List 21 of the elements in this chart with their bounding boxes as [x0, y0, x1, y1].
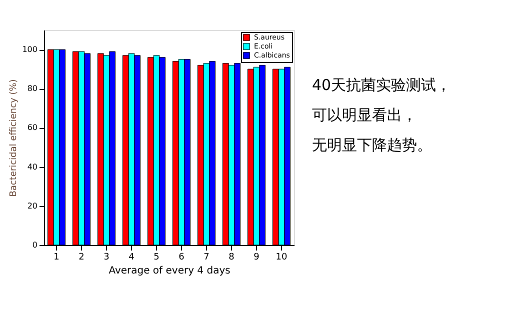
- text: 40天抗菌实验测试，: [312, 76, 452, 94]
- y-axis-title: Bactericidal efficiency (%): [9, 79, 20, 197]
- text: 无明显下降趋势。: [312, 136, 432, 154]
- x-tick-label: 6: [178, 252, 185, 262]
- y-tick-label: 80: [27, 84, 38, 94]
- x-tick-label: 4: [128, 252, 135, 262]
- x-tick-label: 8: [228, 252, 235, 262]
- x-tick-label: 10: [276, 252, 288, 262]
- x-tick-label: 7: [204, 252, 210, 262]
- text: 可以明显看出，: [312, 106, 417, 124]
- y-tick-label: 20: [27, 201, 38, 210]
- y-tick-label: 100: [22, 45, 38, 54]
- x-tick-label: 2: [78, 252, 84, 262]
- y-tick-label: 40: [27, 162, 38, 172]
- x-tick-label: 3: [104, 252, 110, 262]
- x-tick-label: 1: [54, 252, 60, 262]
- y-tick-label: 60: [27, 123, 38, 132]
- y-tick-label: 0: [32, 240, 38, 250]
- x-tick-label: 5: [154, 252, 160, 262]
- x-tick-label: 9: [254, 252, 260, 262]
- x-axis-title: Average of every 4 days: [108, 266, 230, 276]
